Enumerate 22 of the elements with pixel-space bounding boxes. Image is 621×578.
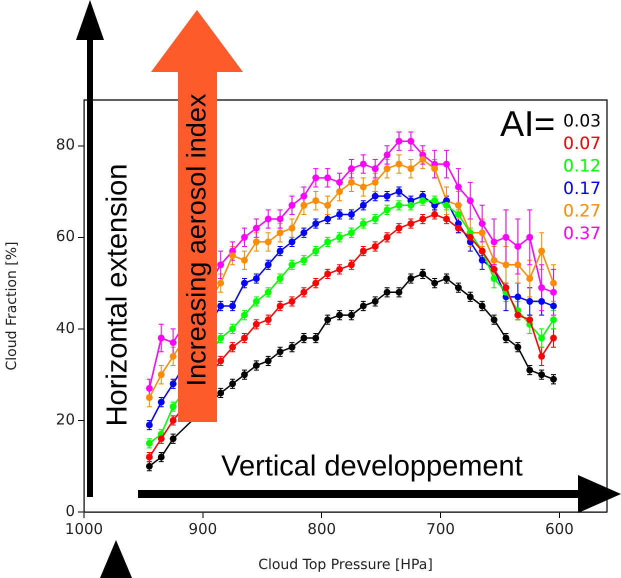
text: 0.03 (563, 111, 601, 132)
annotation: Vertical developpement (221, 450, 523, 484)
y-tick-label: 60 (56, 227, 75, 246)
text: 0.07 (563, 134, 601, 154)
x-tick-label: 1000 (64, 520, 104, 538)
x-tick-label: 900 (188, 520, 218, 538)
series-label: 0.37 (563, 224, 601, 244)
y-axis-title: Cloud Fraction [%] (4, 241, 20, 371)
text: 0.12 (563, 156, 601, 176)
annotation: Increasing aerosol index (182, 94, 212, 386)
legend-title: AI= (500, 102, 556, 144)
text: 0.17 (563, 178, 601, 199)
y-tick-label: 0 (65, 502, 75, 520)
y-tick-label: 80 (56, 136, 75, 154)
series-label: 0.27 (563, 201, 601, 222)
y-tick-label: 40 (56, 318, 75, 337)
x-axis-title: Cloud Top Pressure [HPa] (258, 557, 433, 574)
x-tick-label: 700 (426, 520, 455, 538)
x-tick-label: 600 (545, 520, 574, 538)
x-tick-label: 800 (307, 520, 336, 538)
y-tick-label: 20 (56, 410, 75, 428)
annotation: Horizontal extension (102, 164, 134, 426)
